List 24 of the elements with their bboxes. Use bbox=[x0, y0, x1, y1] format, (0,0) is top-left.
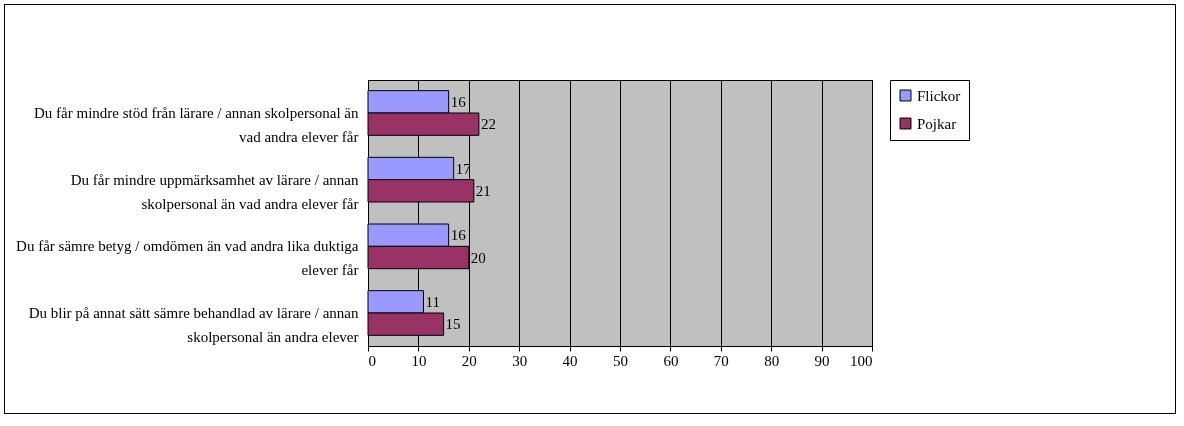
x-tick-label: 100 bbox=[850, 352, 873, 369]
y-tick-label: Du får mindre uppmärksamhet av lärare / annan skolpersonal än vad andra elever får bbox=[70, 171, 359, 212]
x-tick-label: 20 bbox=[461, 352, 477, 369]
legend-label: Flickor bbox=[917, 87, 961, 104]
data-label: 15 bbox=[445, 316, 461, 333]
data-label: 16 bbox=[450, 93, 467, 110]
x-tick-label: 40 bbox=[562, 352, 578, 369]
data-label: 21 bbox=[475, 182, 491, 199]
y-tick-label: Du får sämre betyg / omdömen än vad andra lika duktiga elever får bbox=[16, 238, 359, 279]
x-tick-label: 80 bbox=[764, 352, 780, 369]
x-tick-label: 10 bbox=[411, 352, 427, 369]
legend-label: Pojkar bbox=[917, 115, 957, 132]
x-tick-label: 70 bbox=[713, 352, 729, 369]
x-tick-label: 60 bbox=[663, 352, 679, 369]
data-label: 16 bbox=[450, 227, 467, 244]
x-tick-label: 50 bbox=[613, 352, 628, 369]
x-tick-label: 90 bbox=[814, 352, 830, 369]
x-tick-label: 0 bbox=[368, 352, 376, 369]
data-label: 22 bbox=[480, 116, 496, 133]
y-tick-label: Du blir på annat sätt sämre behandlad av lärare / annan skolpersonal än andra elever bbox=[28, 305, 359, 345]
data-label: 11 bbox=[425, 293, 440, 310]
y-tick-label: Du får mindre stöd från lärare / annan skolpersonal än vad andra elever får bbox=[34, 105, 359, 145]
data-label: 20 bbox=[470, 249, 486, 266]
x-tick-label: 30 bbox=[512, 352, 528, 369]
